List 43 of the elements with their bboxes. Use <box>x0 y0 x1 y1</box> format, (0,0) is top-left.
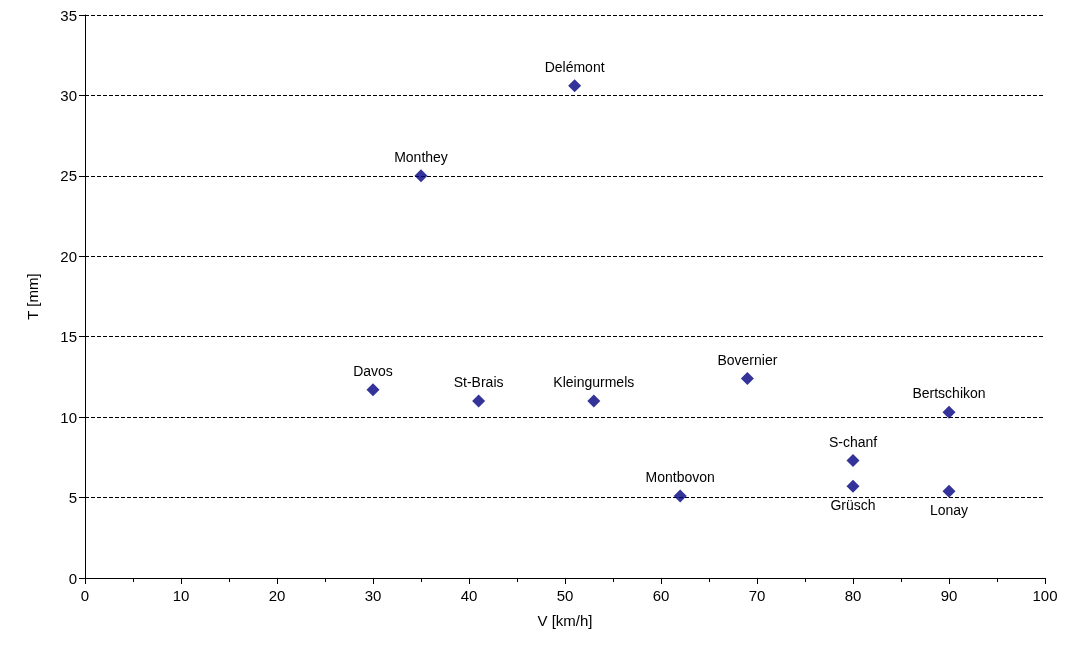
x-tick-label: 60 <box>652 587 670 604</box>
point <box>942 484 956 498</box>
point <box>673 489 687 503</box>
y-tick-label: 25 <box>60 167 77 185</box>
x-tick-label: 70 <box>748 587 766 604</box>
point <box>846 479 860 493</box>
annotation: St-Brais <box>453 374 504 391</box>
x-tick-label: 30 <box>364 587 382 604</box>
x-tick-label: 80 <box>844 587 862 604</box>
point <box>942 405 956 419</box>
point <box>587 394 601 408</box>
y-tick-label: 20 <box>60 247 77 265</box>
annotation: Bovernier <box>717 351 778 368</box>
annotation: Bertschikon <box>912 385 986 402</box>
x-axis-title: V [km/h] <box>537 612 593 629</box>
annotation: S-chanf <box>828 433 878 450</box>
x-tick-label: 40 <box>460 587 478 604</box>
annotation: Lonay <box>929 502 969 519</box>
annotation: Montbovon <box>645 468 715 485</box>
x-tick-label: 50 <box>556 587 574 604</box>
x-tick-label: 0 <box>80 587 90 604</box>
point <box>366 383 380 397</box>
point <box>568 79 582 93</box>
annotation: Grüsch <box>830 497 876 514</box>
y-tick-label: 10 <box>60 408 77 426</box>
point <box>414 169 428 183</box>
x-tick-label: 20 <box>268 587 286 604</box>
y-axis-title: T [mm] <box>24 273 41 320</box>
y-tick-label: 0 <box>68 569 77 587</box>
point <box>740 372 754 386</box>
point <box>472 394 486 408</box>
y-tick-label: 30 <box>60 86 77 104</box>
point <box>846 454 860 468</box>
annotation: Kleingurmels <box>553 374 635 391</box>
x-tick-label: 100 <box>1032 587 1058 604</box>
annotation: Delémont <box>544 58 605 75</box>
annotation: Monthey <box>394 148 448 165</box>
y-tick-label: 35 <box>60 6 77 24</box>
y-tick-label: 5 <box>68 489 77 507</box>
x-tick-label: 90 <box>940 587 958 604</box>
x-tick-label: 10 <box>172 587 190 604</box>
annotation: Davos <box>353 362 393 379</box>
y-tick-label: 15 <box>60 328 77 346</box>
